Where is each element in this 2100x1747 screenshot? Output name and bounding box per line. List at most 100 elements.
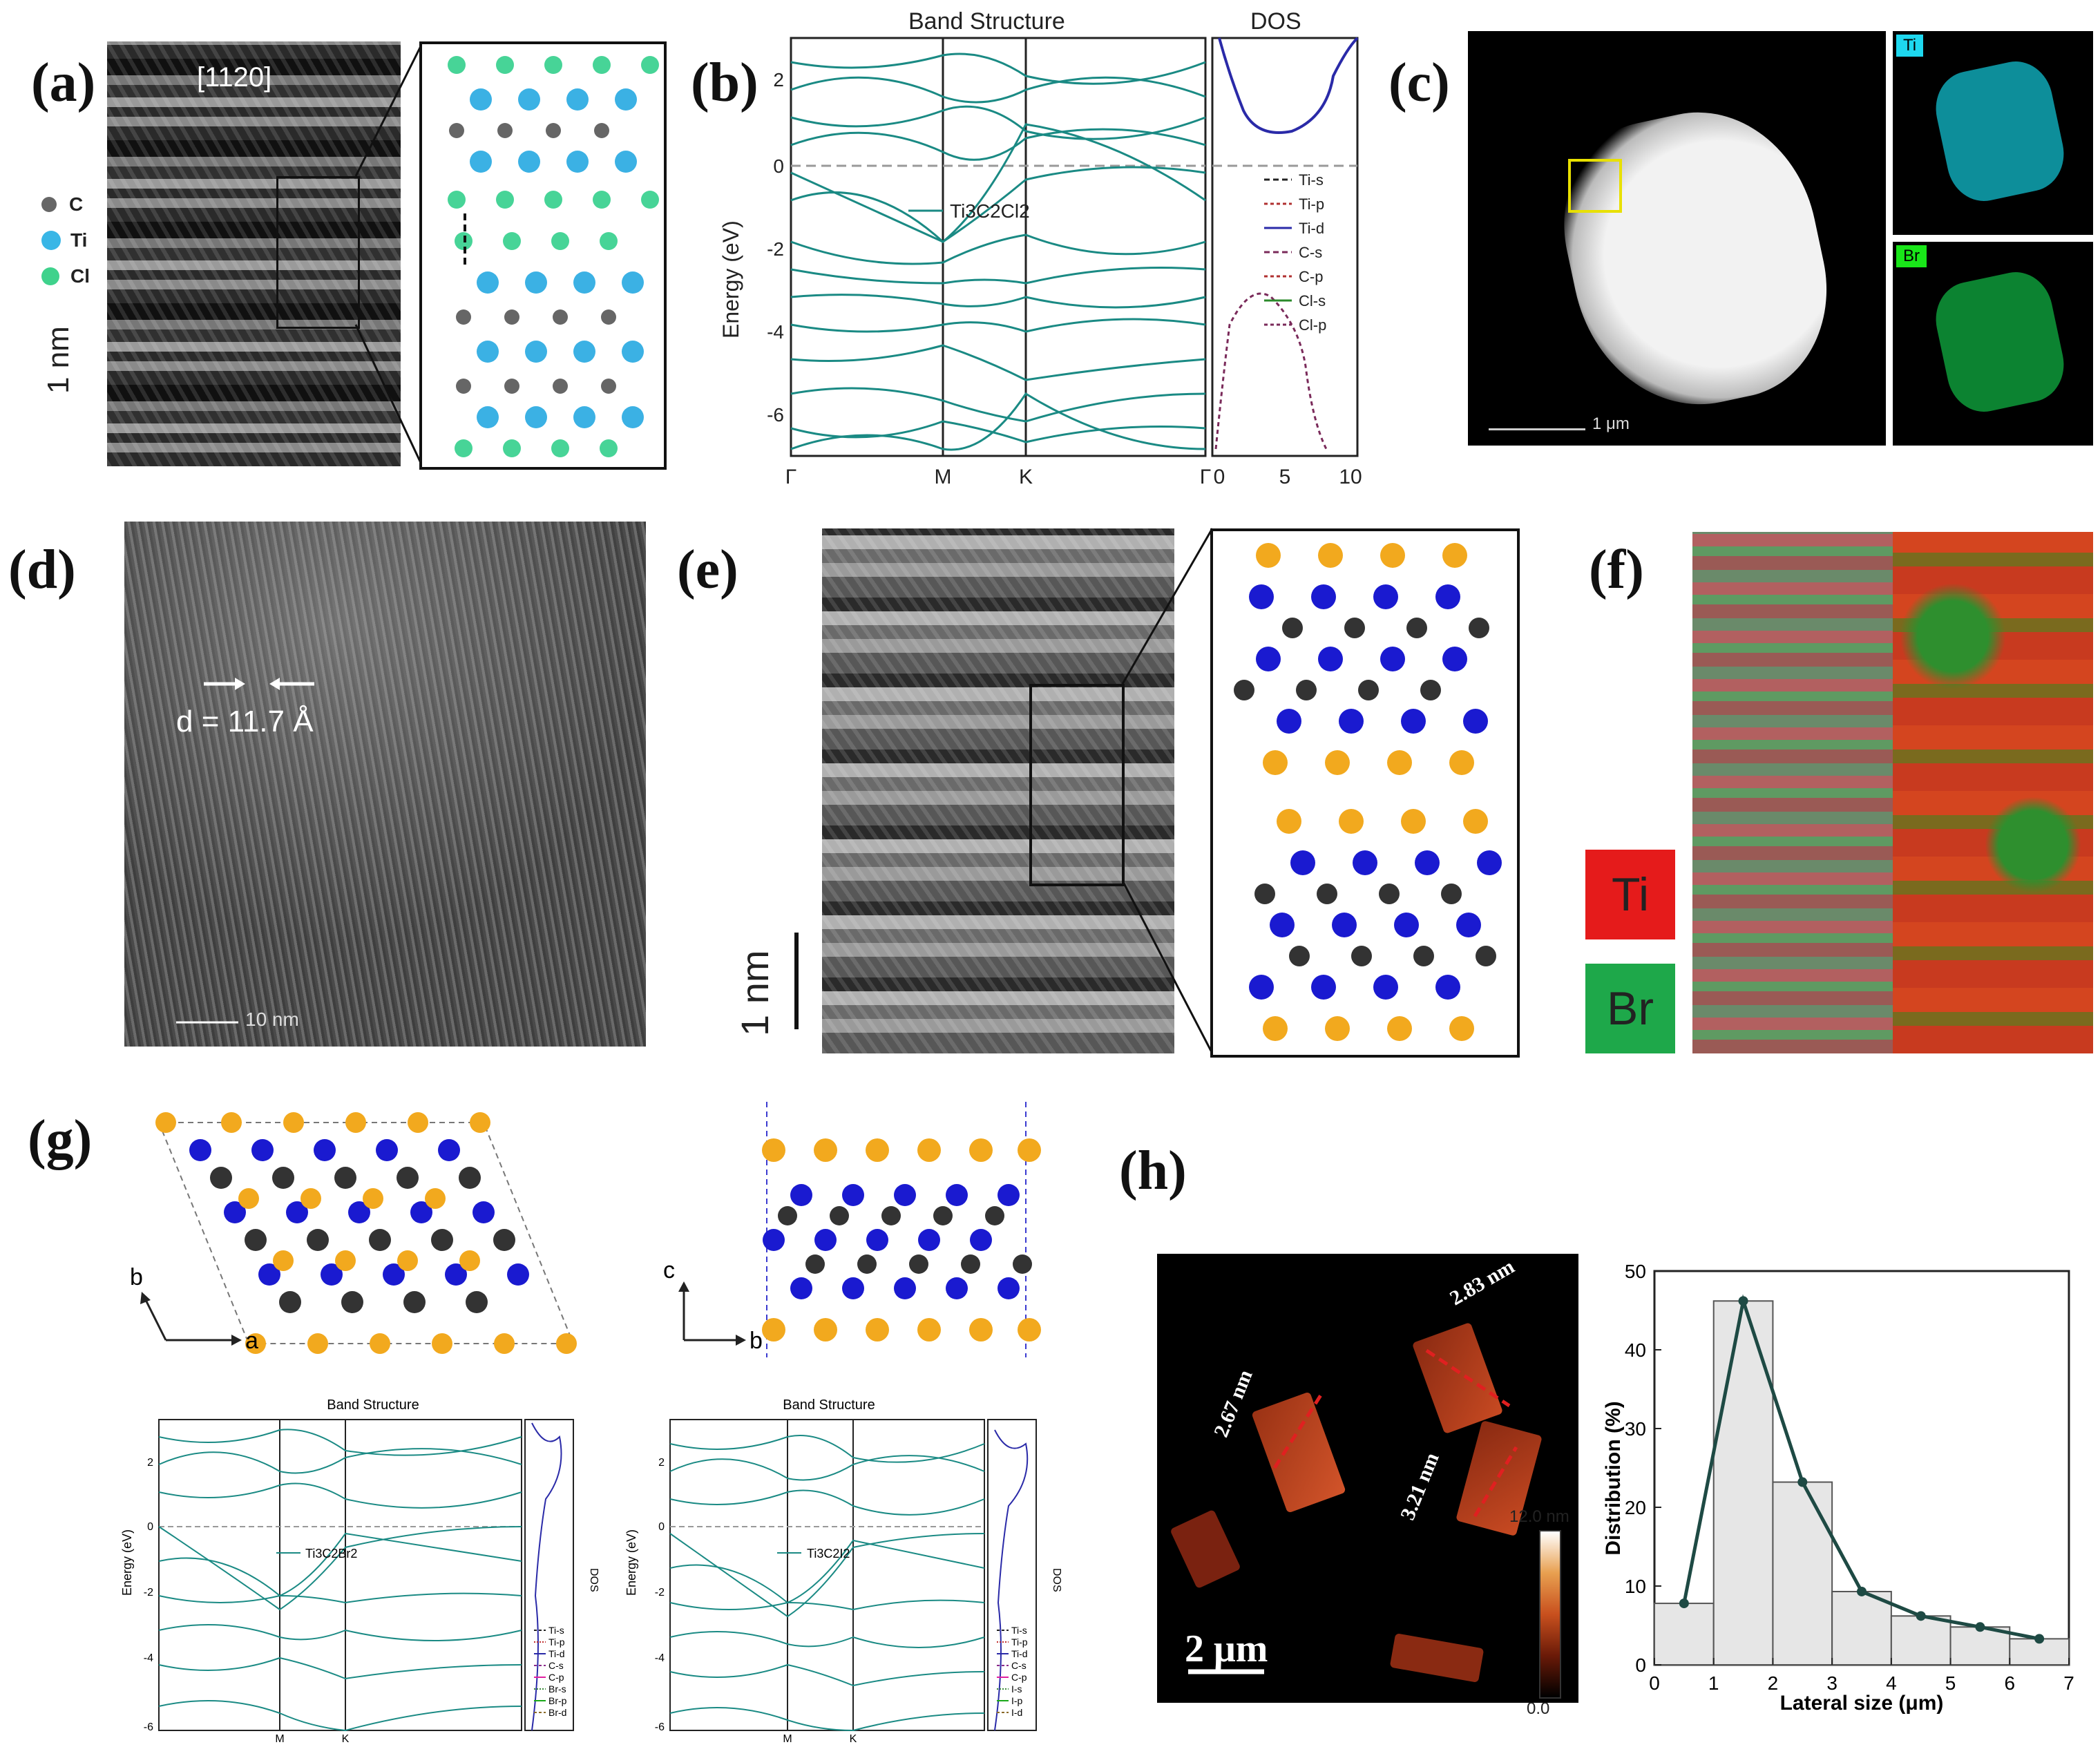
scale-bar-e bbox=[794, 933, 799, 1029]
axis-c: c bbox=[663, 1257, 675, 1283]
panel-a-label: (a) bbox=[31, 52, 96, 113]
g-right-ytick-neg2: -2 bbox=[655, 1587, 665, 1598]
band-plot-g-right: Band Structure Energy (eV) Ti3C2I2 2 0 -… bbox=[624, 1397, 1062, 1744]
g-right-legend-0: Ti-s bbox=[1011, 1625, 1027, 1636]
bar-1-2 bbox=[1712, 1300, 1774, 1665]
atom-lattice-e bbox=[1234, 543, 1502, 1041]
ytick-label-3: 30 bbox=[1625, 1418, 1646, 1440]
ti-map-label: Ti bbox=[1896, 35, 1924, 57]
g-right-legend-2: Ti-d bbox=[1011, 1648, 1028, 1659]
ytick-0: 0 bbox=[773, 155, 784, 177]
ti-map: Ti bbox=[1893, 31, 2093, 235]
g-right-ytick-neg4: -4 bbox=[655, 1652, 665, 1664]
ti-legend-f-text: Ti bbox=[1611, 868, 1650, 921]
panel-h-label: (h) bbox=[1119, 1140, 1187, 1201]
xtick-label-3: 3 bbox=[1826, 1672, 1838, 1694]
ti-atom-icon bbox=[41, 231, 61, 250]
g-right-ytick-0: 0 bbox=[658, 1521, 665, 1533]
afm-image-h: 2.83 nm 2.67 nm 3.21 nm 2 μm bbox=[1157, 1254, 1578, 1703]
selection-box bbox=[1568, 159, 1622, 213]
colorbar-min: 0.0 bbox=[1527, 1699, 1550, 1718]
inset-box bbox=[276, 176, 360, 329]
dos-legend-ti-s: Ti-s bbox=[1299, 171, 1324, 189]
zone-axis-label: [1120] bbox=[197, 62, 272, 93]
dos-legend-b: Ti-s Ti-p Ti-d C-s C-p Cl-s Cl-p bbox=[1264, 171, 1326, 334]
scale-bar-h-text: 2 μm bbox=[1185, 1627, 1268, 1670]
ytick-label-5: 50 bbox=[1625, 1261, 1646, 1282]
kpoint-m: M bbox=[935, 466, 952, 488]
g-left-kpoint-k: K bbox=[342, 1733, 350, 1744]
kpoint-gamma-2: Γ bbox=[1200, 466, 1212, 488]
panel-d-label: (d) bbox=[8, 540, 76, 600]
colorbar-max: 12.0 nm bbox=[1509, 1507, 1569, 1526]
ytick-label-1: 10 bbox=[1625, 1576, 1646, 1597]
dos-legend-cl-p: Cl-p bbox=[1299, 316, 1326, 334]
bar-0-1 bbox=[1654, 1603, 1715, 1665]
legend-c: C bbox=[69, 193, 84, 215]
ytick-label-4: 40 bbox=[1625, 1339, 1646, 1361]
g-right-legend-5: I-s bbox=[1011, 1683, 1022, 1695]
g-left-ytick-2: 2 bbox=[147, 1457, 153, 1469]
band-structure-b: Ti3C2Cl2 2 0 -2 -4 -6 Γ M K Γ 0 5 10 Ti-… bbox=[767, 37, 1362, 488]
dos-legend-c-p: C-p bbox=[1299, 268, 1323, 285]
br-map: Br bbox=[1893, 242, 2093, 446]
line-point-6 bbox=[2034, 1634, 2045, 1644]
axes-a-b: a b bbox=[130, 1264, 258, 1354]
line-point-5 bbox=[1975, 1622, 1985, 1632]
g-right-legend-3: C-s bbox=[1011, 1660, 1027, 1671]
line-point-1 bbox=[1738, 1296, 1748, 1306]
xtick-label-0: 0 bbox=[1649, 1672, 1660, 1694]
chart-ylabel: Distribution (%) bbox=[1602, 1401, 1625, 1555]
panel-f-label: (f) bbox=[1589, 540, 1644, 600]
g-left-legend-3: C-s bbox=[548, 1660, 564, 1671]
bar-2-3 bbox=[1772, 1481, 1833, 1665]
cl-atom-icon bbox=[41, 267, 59, 285]
bar-4-5 bbox=[1890, 1615, 1951, 1666]
dos-legend-g-left: Ti-s Ti-p Ti-d C-s C-p Br-s Br-p Br-d bbox=[534, 1625, 567, 1718]
xtick-label-4: 4 bbox=[1886, 1672, 1897, 1694]
dos-tick-0: 0 bbox=[1214, 466, 1225, 488]
br-legend-f: Br bbox=[1585, 964, 1675, 1053]
height-profile-lines bbox=[1188, 1348, 1518, 1674]
sem-image-c: 1 μm bbox=[1468, 31, 1886, 446]
g-right-ytick-neg6: -6 bbox=[655, 1721, 665, 1733]
dos-label-g-right: DOS bbox=[1051, 1568, 1062, 1592]
dos-legend-c-s: C-s bbox=[1299, 244, 1322, 261]
hrtem-image-d: d = 11.7 Å 10 nm bbox=[124, 522, 646, 1047]
crystal-top-view-g bbox=[155, 1112, 577, 1354]
atomic-model-a bbox=[419, 41, 667, 470]
kpoint-k: K bbox=[1019, 466, 1033, 488]
axes-b-c: b c bbox=[663, 1257, 763, 1354]
xtick-label-2: 2 bbox=[1768, 1672, 1779, 1694]
g-right-legend-7: I-d bbox=[1011, 1707, 1022, 1718]
g-right-ytick-2: 2 bbox=[658, 1457, 665, 1469]
axis-a: a bbox=[245, 1328, 258, 1354]
eels-overlay-f1 bbox=[1692, 532, 1893, 1053]
line-point-0 bbox=[1679, 1598, 1689, 1609]
band-title-g-right: Band Structure bbox=[783, 1397, 875, 1413]
scale-bar-c-text: 1 μm bbox=[1592, 414, 1630, 433]
line-point-4 bbox=[1916, 1611, 1926, 1621]
line-point-3 bbox=[1857, 1586, 1867, 1596]
panel-g-label: (g) bbox=[28, 1109, 93, 1170]
br-legend-f-text: Br bbox=[1607, 982, 1654, 1035]
scale-bar-a-text: 1 nm bbox=[41, 326, 75, 394]
g-left-legend-0: Ti-s bbox=[548, 1625, 564, 1636]
g-left-ytick-neg2: -2 bbox=[144, 1587, 153, 1598]
flake bbox=[1544, 91, 1848, 427]
material-label-g-right: Ti3C2I2 bbox=[807, 1547, 850, 1560]
ytick-label-2: 20 bbox=[1625, 1497, 1646, 1518]
g-right-kpoint-m: M bbox=[783, 1733, 792, 1744]
ylabel-g-right: Energy (eV) bbox=[624, 1529, 638, 1596]
line-point-2 bbox=[1797, 1477, 1808, 1487]
scale-bar-d-text: 10 nm bbox=[245, 1009, 299, 1030]
ytick-neg6: -6 bbox=[767, 404, 784, 426]
chart-xlabel: Lateral size (μm) bbox=[1780, 1692, 1944, 1715]
band-plot-g-left: Band Structure Energy (eV) Ti3C2Br2 2 0 … bbox=[120, 1397, 600, 1744]
d-spacing-arrows bbox=[176, 678, 314, 1024]
zoom-lines-a bbox=[354, 44, 423, 465]
g-right-kpoint-k: K bbox=[850, 1733, 857, 1744]
distribution-chart: 0 1 2 3 4 5 6 7 0 10 20 30 40 50 Lateral size (μm) Di… bbox=[1602, 1261, 2074, 1715]
g-right-legend-1: Ti-p bbox=[1011, 1636, 1028, 1648]
g-left-ytick-neg4: -4 bbox=[144, 1652, 153, 1664]
